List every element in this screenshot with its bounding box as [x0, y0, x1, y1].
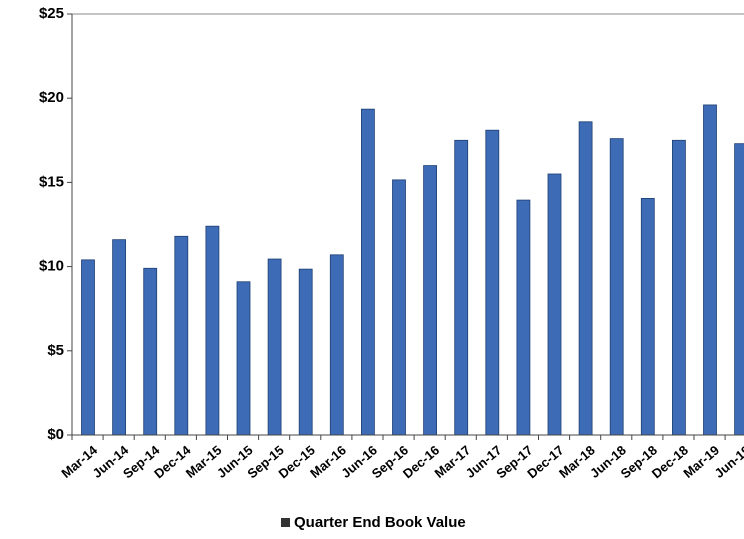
bar	[112, 239, 126, 436]
y-tick-label: $10	[39, 258, 64, 275]
bar	[485, 129, 500, 436]
bar	[547, 173, 562, 436]
bar	[609, 138, 624, 436]
bar	[703, 104, 717, 436]
legend-label: Quarter End Book Value	[294, 514, 466, 531]
bar	[267, 258, 282, 436]
bar	[578, 121, 593, 436]
bar	[734, 143, 744, 436]
bar	[329, 254, 344, 436]
bar	[174, 235, 189, 436]
y-tick-label: $20	[39, 89, 64, 106]
bar	[672, 139, 686, 436]
bar	[454, 139, 469, 436]
bar	[298, 268, 313, 436]
y-tick-label: $15	[39, 173, 64, 190]
bar	[392, 179, 406, 436]
y-tick-label: $0	[47, 426, 64, 443]
y-tick-label: $25	[39, 5, 64, 22]
bar	[360, 108, 375, 436]
bar	[205, 225, 220, 436]
y-tick-label: $5	[47, 342, 64, 359]
bar	[236, 281, 251, 436]
bar	[143, 267, 158, 436]
bar	[640, 197, 655, 436]
legend-swatch	[281, 518, 290, 527]
bar	[423, 165, 438, 436]
bar	[516, 199, 531, 436]
bar	[81, 259, 95, 436]
